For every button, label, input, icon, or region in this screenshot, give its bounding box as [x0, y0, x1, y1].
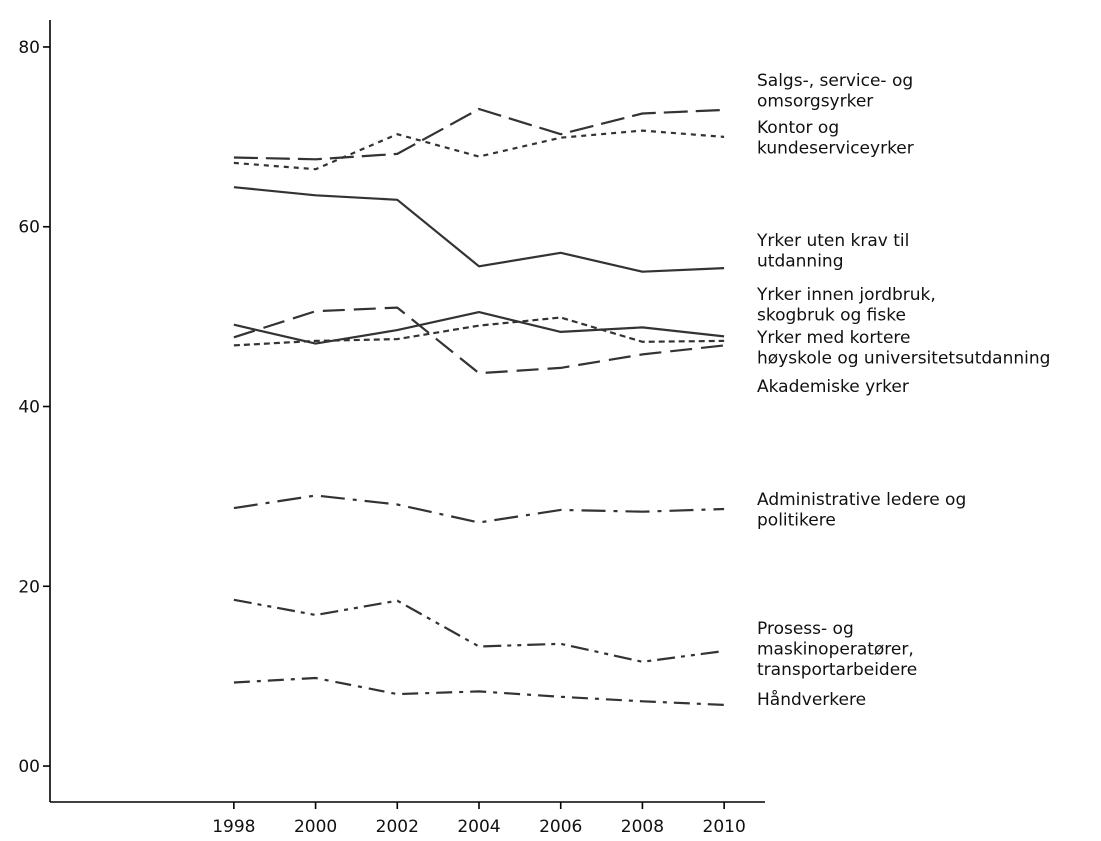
series-label-line: utdanning [757, 252, 844, 272]
series-group [233, 107, 725, 706]
series-label-line: maskinoperatører, [757, 640, 914, 660]
series-label-7: Prosess- og maskinoperatører, transportarb… [757, 619, 917, 680]
series-label-line: høyskole og universitetsutdanning [757, 349, 1050, 369]
x-tick-label: 2000 [294, 817, 337, 837]
series-line-5 [233, 311, 725, 345]
series-label-line: Yrker med kortere [756, 328, 911, 348]
y-tick-label: 00 [18, 757, 40, 777]
y-tick-label: 20 [18, 577, 40, 597]
x-tick-label: 2002 [376, 817, 419, 837]
x-tick-label: 2004 [457, 817, 500, 837]
y-tick-label: 80 [18, 38, 40, 58]
series-labels: Salgs-, service- og omsorgsyrker Kontor og… [756, 71, 1050, 710]
series-line-3 [233, 306, 725, 375]
series-label-6: Administrative ledere og politikere [757, 490, 966, 531]
series-line-6 [233, 494, 725, 524]
series-label-line: Yrker innen jordbruk, [756, 285, 936, 305]
series-label-line: Håndverkere [757, 689, 866, 710]
series-label-8: Håndverkere [757, 689, 866, 710]
series-label-line: Yrker uten krav til [756, 231, 909, 251]
y-tick-label: 40 [18, 398, 40, 418]
series-label-3: Yrker innen jordbruk, skogbruk og fiske [756, 285, 936, 326]
axes: 00 20 40 60 80 1998 2000 2002 2004 2006 2008 2010 [18, 20, 765, 837]
y-tick-label: 60 [18, 218, 40, 238]
series-label-2: Yrker uten krav til utdanning [756, 231, 909, 272]
series-line-0 [233, 107, 725, 161]
series-label-line: skogbruk og fiske [757, 306, 906, 326]
series-line-2 [233, 186, 725, 273]
series-line-1 [233, 129, 725, 171]
series-label-1: Kontor og kundeserviceyrker [757, 118, 914, 159]
series-label-line: politikere [757, 511, 836, 531]
series-label-4: Yrker med kortere høyskole og universitet… [756, 328, 1050, 369]
series-line-7 [233, 598, 725, 663]
series-label-line: Kontor og [757, 118, 839, 138]
series-label-line: Akademiske yrker [757, 377, 909, 397]
series-label-5: Akademiske yrker [757, 377, 909, 397]
series-label-line: Prosess- og [757, 619, 854, 639]
x-tick-label: 2008 [621, 817, 664, 837]
series-label-line: transportarbeidere [757, 660, 917, 680]
x-tick-label: 2010 [703, 817, 746, 837]
series-label-line: omsorgsyrker [757, 92, 873, 112]
x-tick-label: 2006 [539, 817, 582, 837]
series-label-line: Administrative ledere og [757, 490, 966, 510]
series-line-8 [233, 676, 725, 706]
series-label-line: Salgs-, service- og [757, 71, 913, 91]
x-tick-label: 1998 [212, 817, 255, 837]
series-line-4 [233, 316, 725, 347]
series-label-0: Salgs-, service- og omsorgsyrker [757, 71, 913, 112]
series-label-line: kundeserviceyrker [757, 139, 914, 159]
